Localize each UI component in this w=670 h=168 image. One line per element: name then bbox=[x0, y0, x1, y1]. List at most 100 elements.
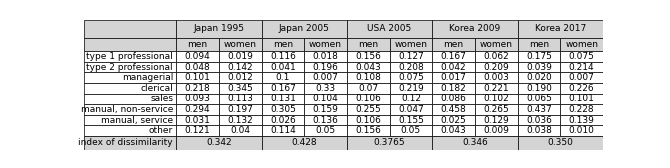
Text: 0.036: 0.036 bbox=[526, 116, 552, 124]
Text: 0.106: 0.106 bbox=[355, 116, 381, 124]
Bar bbox=[432, 83, 475, 94]
Bar bbox=[518, 51, 560, 62]
Text: type 1 professional: type 1 professional bbox=[86, 52, 173, 61]
Text: 0.003: 0.003 bbox=[483, 73, 509, 82]
Text: 0.065: 0.065 bbox=[526, 94, 552, 103]
Bar bbox=[219, 62, 261, 72]
Text: clerical: clerical bbox=[140, 84, 173, 93]
Text: 0.33: 0.33 bbox=[316, 84, 336, 93]
Bar bbox=[389, 94, 432, 104]
Bar bbox=[176, 51, 219, 62]
Bar bbox=[560, 51, 603, 62]
Bar bbox=[261, 104, 304, 115]
Text: 0.047: 0.047 bbox=[398, 105, 424, 114]
Text: Korea 2017: Korea 2017 bbox=[535, 24, 586, 33]
Bar bbox=[176, 38, 219, 51]
Text: 0.255: 0.255 bbox=[355, 105, 381, 114]
Text: 0.101: 0.101 bbox=[184, 73, 210, 82]
Text: 0.102: 0.102 bbox=[484, 94, 509, 103]
Bar bbox=[84, 83, 176, 94]
Text: 0.04: 0.04 bbox=[230, 126, 250, 135]
Bar bbox=[304, 51, 347, 62]
Bar bbox=[518, 115, 560, 125]
Bar bbox=[84, 38, 176, 51]
Text: women: women bbox=[309, 40, 342, 49]
Bar bbox=[176, 62, 219, 72]
Bar bbox=[176, 20, 261, 38]
Text: 0.075: 0.075 bbox=[569, 52, 594, 61]
Text: women: women bbox=[395, 40, 427, 49]
Text: index of dissimilarity: index of dissimilarity bbox=[78, 138, 173, 147]
Bar bbox=[475, 62, 518, 72]
Bar bbox=[518, 125, 560, 136]
Text: 0.019: 0.019 bbox=[227, 52, 253, 61]
Bar bbox=[261, 38, 304, 51]
Text: 0.041: 0.041 bbox=[270, 63, 295, 72]
Bar bbox=[176, 125, 219, 136]
Text: 0.025: 0.025 bbox=[441, 116, 466, 124]
Bar bbox=[518, 38, 560, 51]
Text: manual, service: manual, service bbox=[101, 116, 173, 124]
Text: 0.159: 0.159 bbox=[313, 105, 338, 114]
Bar bbox=[347, 62, 389, 72]
Bar bbox=[560, 62, 603, 72]
Text: 0.221: 0.221 bbox=[484, 84, 509, 93]
Text: 0.214: 0.214 bbox=[569, 63, 594, 72]
Text: 0.139: 0.139 bbox=[569, 116, 594, 124]
Text: manual, non-service: manual, non-service bbox=[80, 105, 173, 114]
Bar bbox=[176, 104, 219, 115]
Text: 0.226: 0.226 bbox=[569, 84, 594, 93]
Bar bbox=[475, 104, 518, 115]
Text: 0.167: 0.167 bbox=[270, 84, 296, 93]
Bar bbox=[347, 104, 389, 115]
Text: women: women bbox=[480, 40, 513, 49]
Bar bbox=[432, 104, 475, 115]
Text: 0.345: 0.345 bbox=[227, 84, 253, 93]
Bar bbox=[518, 94, 560, 104]
Bar bbox=[560, 125, 603, 136]
Text: Japan 2005: Japan 2005 bbox=[279, 24, 330, 33]
Bar bbox=[347, 72, 389, 83]
Bar bbox=[261, 51, 304, 62]
Text: 0.342: 0.342 bbox=[206, 138, 232, 147]
Text: 0.104: 0.104 bbox=[313, 94, 338, 103]
Text: 0.437: 0.437 bbox=[526, 105, 552, 114]
Bar bbox=[518, 20, 603, 38]
Bar bbox=[389, 104, 432, 115]
Bar bbox=[432, 51, 475, 62]
Bar bbox=[389, 115, 432, 125]
Bar bbox=[475, 125, 518, 136]
Text: men: men bbox=[358, 40, 379, 49]
Bar bbox=[261, 72, 304, 83]
Text: USA 2005: USA 2005 bbox=[367, 24, 411, 33]
Bar bbox=[261, 20, 347, 38]
Bar bbox=[219, 72, 261, 83]
Text: 0.018: 0.018 bbox=[313, 52, 338, 61]
Bar bbox=[84, 20, 176, 38]
Text: women: women bbox=[565, 40, 598, 49]
Bar bbox=[304, 125, 347, 136]
Bar bbox=[219, 83, 261, 94]
Text: 0.182: 0.182 bbox=[441, 84, 466, 93]
Text: type 2 professional: type 2 professional bbox=[86, 63, 173, 72]
Bar bbox=[432, 62, 475, 72]
Text: 0.12: 0.12 bbox=[401, 94, 421, 103]
Bar bbox=[84, 136, 176, 150]
Text: Korea 2009: Korea 2009 bbox=[450, 24, 500, 33]
Text: 0.209: 0.209 bbox=[484, 63, 509, 72]
Bar bbox=[389, 62, 432, 72]
Text: 0.020: 0.020 bbox=[526, 73, 552, 82]
Text: 0.113: 0.113 bbox=[227, 94, 253, 103]
Text: 0.017: 0.017 bbox=[441, 73, 466, 82]
Bar bbox=[176, 94, 219, 104]
Text: 0.127: 0.127 bbox=[398, 52, 424, 61]
Bar bbox=[389, 72, 432, 83]
Bar bbox=[389, 125, 432, 136]
Bar bbox=[432, 38, 475, 51]
Bar bbox=[304, 83, 347, 94]
Bar bbox=[475, 115, 518, 125]
Text: 0.219: 0.219 bbox=[398, 84, 424, 93]
Bar bbox=[475, 94, 518, 104]
Bar bbox=[560, 72, 603, 83]
Text: 0.038: 0.038 bbox=[526, 126, 552, 135]
